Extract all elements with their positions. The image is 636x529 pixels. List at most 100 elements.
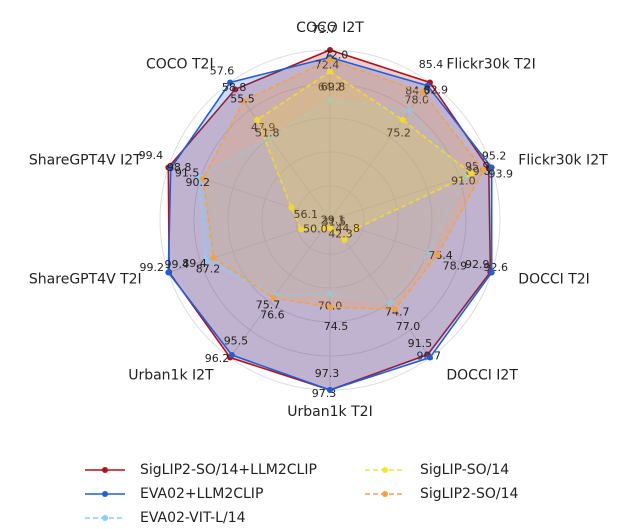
data-point — [399, 116, 406, 123]
axis-label: Flickr30k T2I — [446, 57, 535, 73]
data-label: 47.9 — [251, 121, 276, 134]
legend-marker — [382, 467, 388, 473]
legend-marker — [102, 491, 108, 497]
data-point — [426, 249, 433, 256]
data-label: 31.5 — [322, 216, 347, 229]
data-point — [327, 56, 333, 63]
data-label: 51.8 — [255, 127, 280, 140]
data-label: 76.6 — [260, 309, 285, 322]
data-point — [327, 68, 333, 75]
data-label: 91.5 — [408, 337, 433, 350]
data-point — [327, 225, 333, 232]
legend-label: SigLIP2-SO/14 — [420, 486, 519, 502]
data-point — [327, 96, 333, 103]
data-label: 44.8 — [335, 222, 360, 235]
data-point — [468, 170, 475, 177]
data-point — [288, 204, 295, 211]
data-label: 95.2 — [482, 150, 507, 163]
data-label: 78.9 — [443, 260, 468, 273]
data-label: 75.7 — [256, 298, 281, 311]
legend-label: EVA02+LLM2CLIP — [140, 486, 263, 502]
data-label: 90.2 — [186, 176, 211, 189]
data-point — [434, 251, 441, 258]
axis-label: COCO T2I — [146, 57, 214, 73]
legend-marker — [102, 467, 108, 473]
data-point — [327, 47, 333, 53]
axis-label: Flickr30k I2T — [518, 153, 608, 169]
axis-label: COCO I2T — [296, 20, 364, 36]
axis-label: DOCCI I2T — [446, 367, 518, 383]
data-point — [480, 167, 487, 174]
data-label: 69.8 — [321, 81, 346, 94]
data-point — [488, 164, 495, 171]
spoke — [229, 219, 331, 358]
data-label: 74.7 — [385, 306, 410, 319]
data-label: 85.4 — [419, 58, 444, 71]
data-label: 78.0 — [404, 94, 429, 107]
data-label: 82.9 — [424, 84, 449, 97]
data-point — [387, 299, 394, 306]
axis-label: Urban1k T2I — [287, 404, 372, 420]
data-label: 98.8 — [167, 161, 192, 174]
data-point — [406, 107, 413, 114]
data-label: 87.2 — [196, 263, 221, 276]
data-point — [327, 291, 333, 298]
data-label: 96.2 — [205, 352, 230, 365]
data-label: 99.4 — [164, 258, 189, 271]
data-point — [165, 269, 172, 276]
data-point — [297, 226, 304, 233]
spoke — [329, 82, 431, 221]
data-point — [227, 79, 234, 86]
data-point — [424, 82, 431, 89]
data-label: 75.2 — [386, 127, 411, 140]
data-point — [353, 225, 360, 232]
data-point — [488, 269, 495, 276]
data-label: 95.5 — [224, 334, 249, 347]
spoke — [229, 82, 331, 221]
legend-label: SigLIP2-SO/14+LLM2CLIP — [140, 462, 317, 478]
data-label: 97.3 — [315, 367, 340, 380]
data-point — [327, 304, 333, 311]
data-point — [419, 89, 426, 96]
data-point — [341, 236, 348, 243]
data-label: 42.3 — [328, 227, 353, 240]
data-label: 93.9 — [489, 167, 514, 180]
data-label: 89.4 — [182, 257, 207, 270]
axis-label: Urban1k I2T — [128, 367, 214, 383]
data-label: 56.1 — [293, 208, 318, 221]
data-point — [391, 306, 398, 313]
data-point — [240, 97, 247, 104]
axis-label: ShareGPT4V I2T — [29, 153, 142, 169]
data-point — [232, 86, 239, 93]
data-label: 99.2 — [139, 261, 164, 274]
data-point — [327, 387, 333, 393]
data-point — [267, 134, 274, 141]
data-label: 77.0 — [396, 320, 421, 333]
data-label: 57.6 — [210, 65, 235, 78]
data-label: 55.5 — [230, 92, 255, 105]
data-point — [426, 354, 433, 361]
data-label: 91.5 — [175, 167, 200, 180]
data-label: 58.8 — [222, 81, 247, 94]
data-label: 92.9 — [465, 258, 490, 271]
data-point — [254, 116, 261, 123]
legend-marker — [102, 515, 108, 521]
axis-label: ShareGPT4V T2I — [29, 271, 142, 287]
data-label: 50.0 — [303, 223, 328, 236]
data-point — [202, 257, 209, 264]
data-label: 73.7 — [312, 23, 337, 36]
data-label: 72.4 — [315, 58, 340, 71]
data-point — [270, 294, 277, 301]
data-point — [195, 174, 202, 181]
data-point — [320, 225, 327, 232]
data-label: 29.1 — [321, 213, 346, 226]
data-label: 91.0 — [451, 175, 476, 188]
data-label: 72.0 — [324, 49, 349, 62]
legend-marker — [382, 491, 388, 497]
data-point — [200, 175, 207, 182]
spoke — [329, 219, 431, 358]
spoke — [168, 166, 331, 221]
axis-label: DOCCI T2I — [518, 271, 590, 287]
data-point — [167, 165, 174, 172]
